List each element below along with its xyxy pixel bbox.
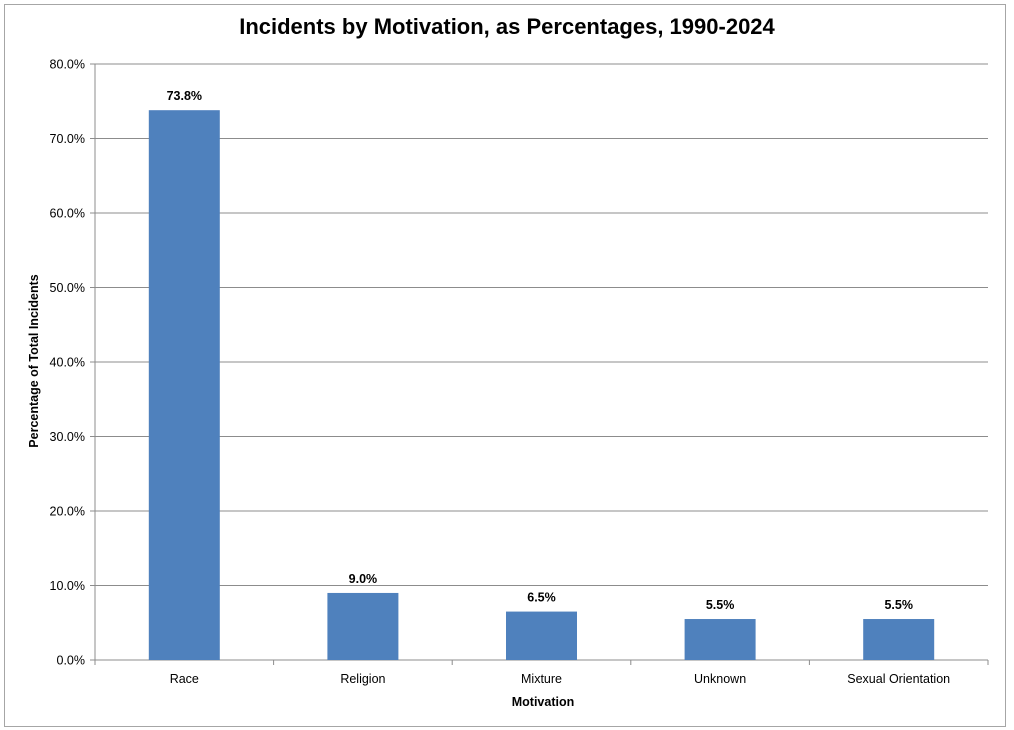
x-tick-label: Religion (340, 672, 385, 686)
y-axis-title: Percentage of Total Incidents (27, 274, 41, 447)
data-label: 9.0% (349, 572, 378, 586)
y-tick-label: 30.0% (50, 430, 85, 444)
bar-unknown (684, 619, 756, 660)
x-axis-title: Motivation (512, 695, 575, 709)
labels: 0.0% 10.0% 20.0% 30.0% 40.0% 50.0% 60.0% 70.0% 8… (50, 58, 951, 687)
x-tick-label: Race (170, 672, 199, 686)
data-label: 5.5% (706, 598, 735, 612)
bar-religion (327, 592, 399, 660)
data-label: 73.8% (167, 89, 202, 103)
data-label: 5.5% (884, 598, 913, 612)
bars (148, 110, 935, 660)
y-tick-label: 10.0% (50, 579, 85, 593)
y-tick-label: 70.0% (50, 132, 85, 146)
x-tick-label: Unknown (694, 672, 746, 686)
data-label: 6.5% (527, 591, 556, 605)
y-tick-label: 20.0% (50, 505, 85, 519)
chart-title: Incidents by Motivation, as Percentages,… (239, 14, 775, 39)
x-tick-label: Sexual Orientation (847, 672, 950, 686)
y-tick-label: 0.0% (57, 654, 86, 668)
axes (90, 63, 989, 665)
y-tick-label: 40.0% (50, 356, 85, 370)
y-tick-label: 60.0% (50, 207, 85, 221)
x-tick-label: Mixture (521, 672, 562, 686)
bar-mixture (506, 611, 577, 660)
bar-sexual-orientation (863, 619, 935, 660)
y-tick-label: 80.0% (50, 58, 85, 72)
gridlines (95, 63, 988, 586)
y-tick-label: 50.0% (50, 281, 85, 295)
bar-race (148, 110, 220, 660)
